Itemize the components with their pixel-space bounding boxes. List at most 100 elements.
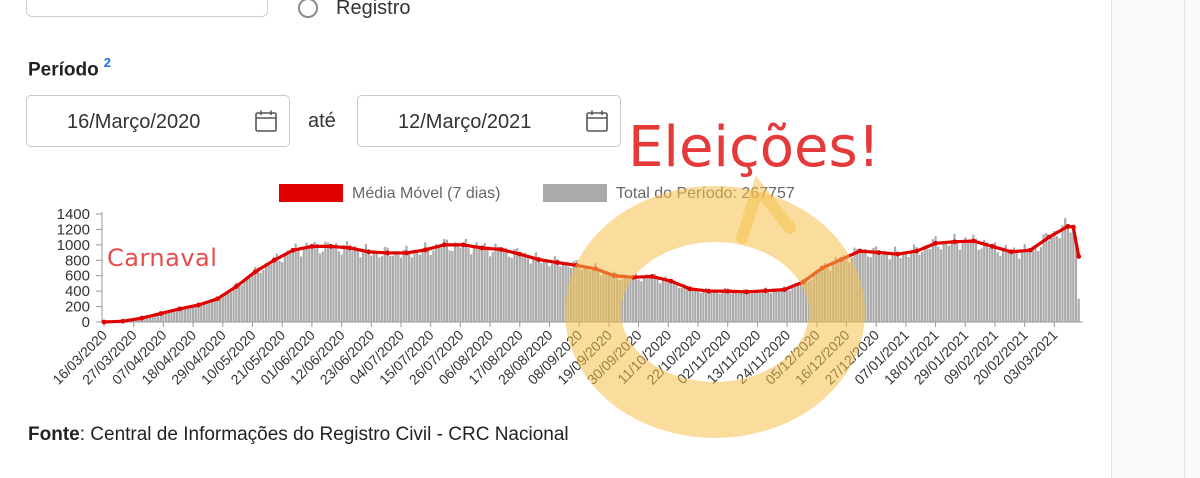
daily-bar: [737, 293, 740, 322]
daily-bar: [1047, 240, 1051, 322]
moving-average-point: [385, 250, 390, 256]
daily-bar: [316, 243, 319, 322]
daily-bar: [958, 249, 961, 322]
daily-bar: [1010, 252, 1013, 322]
calendar-icon[interactable]: [254, 109, 278, 133]
daily-bar: [642, 275, 646, 322]
daily-bar: [516, 248, 519, 322]
daily-bar: [780, 289, 783, 322]
daily-bar: [453, 242, 457, 322]
calendar-icon[interactable]: [585, 109, 609, 133]
daily-bar: [764, 287, 767, 322]
daily-bar: [402, 249, 405, 322]
daily-bar: [991, 243, 994, 322]
y-tick-label: 1200: [57, 221, 90, 238]
moving-average-point: [933, 240, 938, 246]
moving-average-point: [139, 315, 145, 321]
moving-average-point: [555, 260, 560, 265]
daily-bar: [942, 241, 945, 322]
daily-bar: [324, 241, 327, 322]
daily-bar: [950, 240, 953, 322]
daily-bar: [918, 254, 921, 322]
moving-average-point: [971, 238, 976, 244]
daily-bar: [729, 293, 732, 322]
daily-bar: [705, 287, 708, 322]
daily-bar: [389, 256, 392, 322]
daily-bar: [907, 256, 910, 322]
daily-bar: [381, 256, 384, 322]
start-date-input[interactable]: 16/Março/2020: [26, 95, 290, 147]
daily-bar: [327, 242, 330, 322]
daily-bar: [146, 316, 149, 322]
y-tick-label: 600: [65, 268, 90, 285]
daily-bar: [883, 250, 886, 322]
daily-bar: [551, 263, 554, 322]
daily-bar: [694, 288, 697, 322]
daily-bar: [475, 242, 478, 322]
daily-bar: [283, 253, 286, 322]
daily-bar: [175, 308, 178, 322]
daily-bar: [156, 313, 160, 322]
daily-bar: [510, 257, 513, 322]
carnaval-annotation: Carnaval: [107, 244, 217, 272]
moving-average-point: [1065, 223, 1071, 229]
daily-bar: [1039, 247, 1042, 322]
moving-average-point: [404, 250, 409, 256]
daily-bar: [921, 251, 924, 322]
daily-bar: [445, 239, 448, 322]
daily-bar: [972, 234, 975, 322]
daily-bar: [761, 289, 764, 322]
daily-bar: [1007, 252, 1010, 322]
daily-bar: [399, 257, 403, 322]
daily-bar: [977, 249, 980, 322]
daily-bar: [464, 238, 467, 322]
daily-bar: [1050, 237, 1053, 322]
daily-bar: [300, 256, 303, 322]
daily-bar: [332, 245, 335, 322]
daily-bar: [378, 257, 381, 322]
daily-bar: [767, 291, 770, 322]
daily-bar: [356, 250, 359, 322]
daily-bar: [456, 242, 459, 322]
daily-bar: [748, 293, 751, 322]
daily-bar: [424, 242, 427, 322]
daily-bar: [864, 248, 867, 322]
end-date-value: 12/Março/2021: [398, 111, 532, 133]
daily-bar: [710, 292, 713, 322]
daily-bar: [497, 246, 500, 322]
daily-bar: [297, 249, 300, 322]
period-footnote[interactable]: 2: [103, 55, 111, 70]
daily-bar: [721, 291, 724, 322]
daily-bar: [659, 283, 662, 322]
daily-bar: [683, 284, 686, 322]
daily-bar: [645, 274, 648, 322]
moving-average-point: [101, 319, 107, 325]
daily-bar: [1072, 225, 1075, 322]
daily-bar: [148, 316, 151, 322]
daily-bar: [418, 254, 421, 322]
moving-average-point: [876, 250, 882, 255]
moving-average-point: [782, 287, 787, 292]
daily-bar: [181, 308, 184, 322]
daily-bar: [680, 287, 683, 322]
daily-bar: [875, 246, 878, 322]
daily-bar: [448, 250, 451, 322]
top-input-box[interactable]: [26, 0, 268, 17]
daily-bar: [186, 307, 189, 322]
daily-bar: [702, 289, 705, 322]
daily-bar: [1026, 248, 1029, 322]
daily-bar: [696, 291, 700, 322]
daily-bar: [934, 236, 937, 322]
daily-bar: [421, 250, 424, 322]
daily-bar: [980, 248, 983, 322]
registro-radio[interactable]: [298, 0, 318, 18]
end-date-input[interactable]: 12/Março/2021: [357, 95, 621, 147]
right-panel: [1112, 0, 1200, 478]
daily-bar: [1002, 247, 1005, 322]
daily-bar: [362, 251, 365, 322]
moving-average-point: [271, 257, 277, 263]
daily-bar: [318, 253, 322, 322]
daily-bar: [251, 274, 254, 322]
daily-bar: [213, 298, 216, 322]
source-text: : Central de Informações do Registro Civ…: [79, 424, 569, 445]
